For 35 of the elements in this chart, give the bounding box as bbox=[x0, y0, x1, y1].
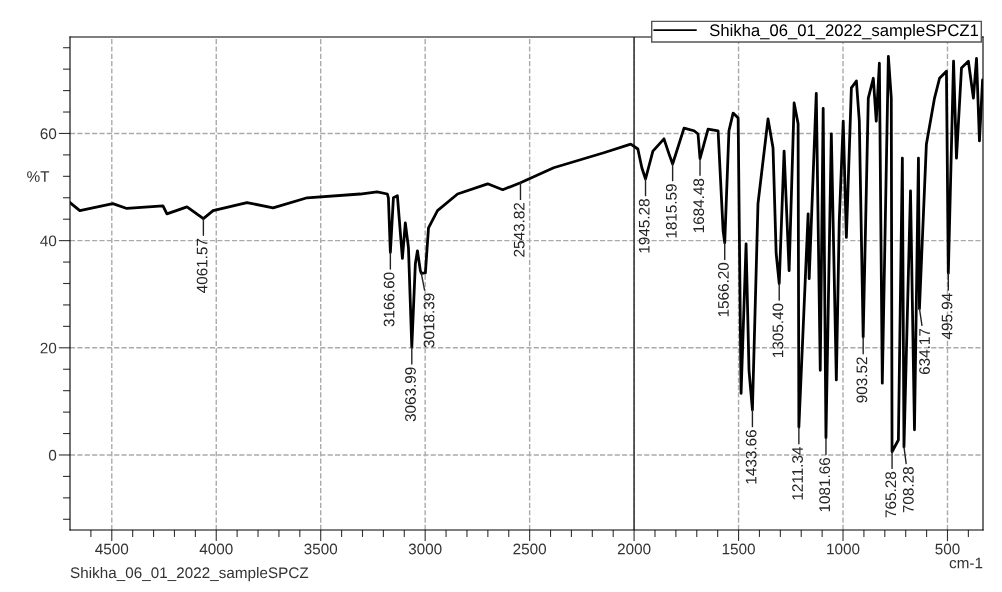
annotation: 3018.39 bbox=[423, 293, 435, 348]
annotation: 3063.99 bbox=[405, 367, 416, 422]
y-tick-label: 60 bbox=[40, 128, 57, 140]
x-tick-label: 4000 bbox=[199, 543, 233, 555]
annotation: 4061.57 bbox=[196, 238, 208, 293]
annotation: 1945.28 bbox=[638, 199, 650, 253]
x-tick-label: 3500 bbox=[304, 543, 338, 555]
annotation: 495.94 bbox=[941, 293, 953, 340]
annotation: 708.28 bbox=[902, 467, 914, 513]
x-tick-label: 1500 bbox=[722, 543, 755, 555]
annotation: 1211.34 bbox=[792, 447, 803, 500]
annotation: 2543.82 bbox=[513, 202, 525, 257]
annotation: 634.17 bbox=[919, 328, 930, 375]
legend-label: Shikha_06_01_2022_sampleSPCZ1 bbox=[709, 23, 979, 40]
annotation: 1081.66 bbox=[819, 457, 831, 512]
x-tick-label: 2000 bbox=[617, 543, 651, 555]
annotation: 3166.60 bbox=[383, 272, 395, 327]
y-axis-title: %T bbox=[27, 171, 50, 182]
y-tick-label: 0 bbox=[48, 449, 57, 461]
annotation: 1815.59 bbox=[665, 184, 677, 238]
x-axis-title: cm-1 bbox=[949, 557, 983, 569]
annotation: 765.28 bbox=[885, 471, 897, 518]
annotation: 1684.48 bbox=[693, 178, 705, 233]
x-tick-label: 4500 bbox=[95, 543, 129, 555]
annotation: 1566.20 bbox=[718, 262, 729, 317]
x-tick-label: 1000 bbox=[827, 543, 860, 555]
y-tick-label: 20 bbox=[40, 342, 57, 354]
y-tick-label: 40 bbox=[40, 235, 57, 247]
x-tick-label: 500 bbox=[935, 543, 960, 555]
x-tick-label: 2500 bbox=[513, 543, 547, 555]
annotation: 903.52 bbox=[856, 357, 868, 403]
annotation: 1433.66 bbox=[745, 430, 757, 484]
x-tick-label: 3000 bbox=[408, 543, 442, 555]
text: Shikha_06_01_2022_sampleSPCZ bbox=[70, 566, 309, 582]
annotation: 1305.40 bbox=[772, 303, 784, 357]
